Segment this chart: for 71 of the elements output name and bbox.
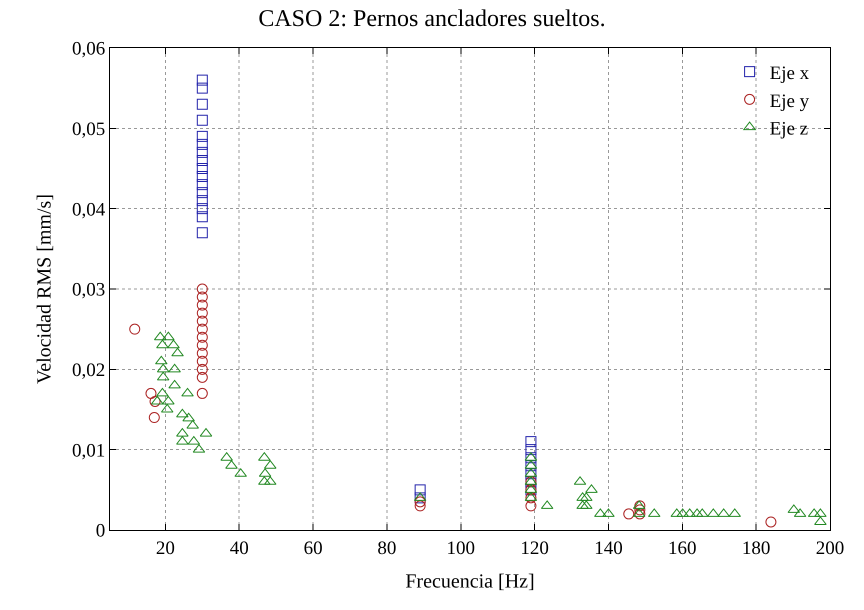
point bbox=[196, 348, 208, 359]
point bbox=[196, 98, 208, 110]
point bbox=[414, 500, 426, 512]
point bbox=[196, 292, 208, 303]
point bbox=[196, 316, 208, 327]
x-tick-label: 100 bbox=[446, 538, 476, 559]
point bbox=[148, 412, 160, 424]
y-tick-label: 0,03 bbox=[72, 280, 106, 301]
legend-label: Eje y bbox=[770, 90, 810, 112]
point bbox=[634, 508, 646, 520]
y-axis-title: Velocidad RMS [mm/s] bbox=[33, 194, 56, 384]
point bbox=[196, 138, 208, 150]
point bbox=[623, 508, 634, 520]
point bbox=[196, 114, 208, 126]
point bbox=[196, 300, 208, 311]
x-tick-label: 140 bbox=[594, 538, 623, 559]
x-tick-label: 200 bbox=[816, 538, 844, 559]
point bbox=[196, 146, 208, 158]
point bbox=[150, 396, 161, 407]
legend-label: Eje x bbox=[770, 63, 810, 84]
point bbox=[196, 284, 208, 294]
point bbox=[525, 460, 536, 472]
point bbox=[196, 163, 208, 174]
point bbox=[196, 372, 208, 383]
y-tick-label: 0,02 bbox=[72, 360, 106, 381]
y-tick-label: 0,04 bbox=[72, 199, 106, 220]
x-tick-label: 20 bbox=[156, 538, 175, 559]
point bbox=[634, 500, 646, 512]
point bbox=[414, 496, 426, 508]
point bbox=[196, 356, 208, 367]
point bbox=[525, 492, 536, 504]
x-tick-label: 160 bbox=[668, 538, 697, 559]
legend-label: Eje z bbox=[770, 118, 808, 140]
point bbox=[196, 74, 208, 86]
point bbox=[525, 500, 536, 512]
point bbox=[196, 203, 208, 214]
point bbox=[765, 516, 776, 528]
point bbox=[196, 82, 208, 94]
x-tick-label: 40 bbox=[230, 538, 249, 559]
point bbox=[196, 388, 208, 399]
y-tick-label: 0,01 bbox=[72, 440, 106, 462]
point bbox=[525, 468, 536, 480]
point bbox=[196, 308, 208, 319]
y-tick-label: 0 bbox=[96, 520, 106, 542]
point bbox=[196, 179, 208, 190]
x-tick-label: 120 bbox=[520, 538, 549, 559]
point bbox=[634, 504, 646, 516]
point bbox=[196, 130, 208, 142]
x-tick-label: 60 bbox=[304, 538, 323, 559]
point bbox=[196, 364, 208, 375]
point bbox=[414, 484, 426, 496]
point bbox=[196, 211, 208, 222]
point bbox=[525, 452, 536, 464]
point bbox=[129, 324, 140, 335]
point bbox=[525, 444, 536, 456]
point bbox=[145, 388, 156, 399]
point bbox=[196, 154, 208, 166]
x-tick-label: 180 bbox=[742, 538, 770, 559]
point bbox=[196, 227, 208, 238]
point bbox=[196, 187, 208, 198]
point bbox=[525, 436, 536, 448]
x-axis-title: Frecuencia [Hz] bbox=[405, 570, 535, 592]
x-tick-label: 80 bbox=[377, 538, 396, 559]
y-tick-label: 0,05 bbox=[72, 118, 106, 140]
point bbox=[196, 171, 208, 182]
point bbox=[196, 332, 208, 343]
y-tick-label: 0,06 bbox=[72, 38, 106, 60]
point bbox=[196, 324, 208, 335]
point bbox=[196, 195, 208, 206]
point bbox=[196, 340, 208, 351]
chart-title: CASO 2: Pernos ancladores sueltos. bbox=[258, 6, 606, 32]
